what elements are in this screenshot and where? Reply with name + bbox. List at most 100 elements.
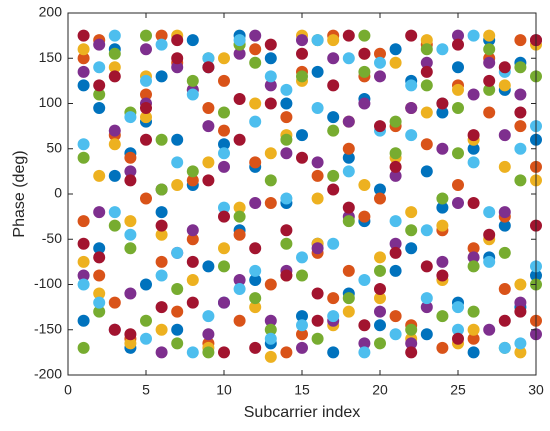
point: [483, 323, 496, 336]
point: [342, 215, 355, 228]
point: [171, 323, 184, 336]
point: [483, 106, 496, 119]
point: [358, 178, 371, 191]
point: [186, 74, 199, 87]
point: [93, 38, 106, 51]
point: [327, 346, 340, 359]
y-tick-label: 200: [39, 4, 63, 20]
point: [374, 70, 386, 83]
point: [514, 106, 527, 119]
point: [264, 314, 277, 327]
point: [93, 88, 106, 101]
point: [327, 79, 340, 92]
point: [249, 197, 262, 210]
x-tick-label: 25: [450, 382, 466, 398]
point: [374, 56, 386, 69]
point: [264, 197, 277, 210]
point: [249, 264, 262, 277]
point: [93, 61, 106, 74]
point: [498, 341, 511, 354]
point: [405, 323, 418, 336]
point: [140, 102, 152, 115]
point: [186, 296, 199, 309]
point: [77, 255, 90, 268]
point: [155, 183, 168, 196]
point: [155, 38, 168, 51]
point: [140, 43, 152, 56]
point: [77, 79, 90, 92]
point: [514, 34, 527, 47]
point: [467, 346, 480, 359]
point: [514, 120, 527, 133]
point: [140, 74, 152, 87]
point: [405, 129, 418, 142]
point: [218, 346, 230, 359]
point: [218, 242, 230, 255]
point: [108, 29, 121, 42]
point: [77, 215, 90, 228]
point: [420, 260, 433, 273]
point: [514, 61, 527, 74]
point: [420, 165, 433, 178]
point: [171, 34, 184, 47]
point: [498, 283, 511, 296]
y-tick-label: 50: [46, 139, 62, 155]
point: [186, 255, 199, 268]
point: [280, 269, 293, 282]
point: [389, 43, 402, 56]
point: [374, 319, 386, 332]
point: [311, 242, 324, 255]
point: [514, 337, 527, 350]
point: [311, 169, 324, 182]
point: [342, 142, 355, 155]
point: [218, 201, 230, 214]
point: [358, 273, 371, 286]
point: [202, 102, 215, 115]
point: [264, 323, 277, 336]
x-tick-label: 5: [142, 382, 150, 398]
point: [140, 278, 152, 291]
point: [389, 246, 402, 259]
point: [108, 70, 121, 83]
point: [233, 273, 246, 286]
point: [233, 201, 246, 214]
point: [374, 337, 386, 350]
point: [171, 337, 184, 350]
point: [389, 264, 402, 277]
point: [420, 43, 433, 56]
point: [467, 197, 480, 210]
point: [452, 147, 464, 160]
point: [233, 47, 246, 60]
point: [498, 314, 511, 327]
point: [280, 111, 293, 124]
point: [186, 233, 199, 246]
point: [296, 34, 308, 47]
point: [171, 52, 184, 65]
point: [171, 156, 184, 169]
point: [467, 305, 480, 318]
point: [264, 147, 277, 160]
point: [420, 224, 433, 237]
point: [140, 133, 152, 146]
point: [124, 287, 137, 300]
y-tick-label: -200: [34, 366, 62, 382]
point: [264, 278, 277, 291]
point: [155, 269, 168, 282]
point: [467, 260, 480, 273]
point: [436, 97, 449, 110]
point: [311, 65, 324, 78]
point: [374, 251, 386, 264]
point: [436, 142, 449, 155]
point: [171, 305, 184, 318]
point: [436, 255, 449, 268]
point: [342, 305, 355, 318]
point: [467, 242, 480, 255]
point: [218, 52, 230, 65]
point: [218, 210, 230, 223]
point: [264, 97, 277, 110]
point: [514, 278, 527, 291]
point: [514, 296, 527, 309]
point: [436, 106, 449, 119]
point: [296, 251, 308, 264]
